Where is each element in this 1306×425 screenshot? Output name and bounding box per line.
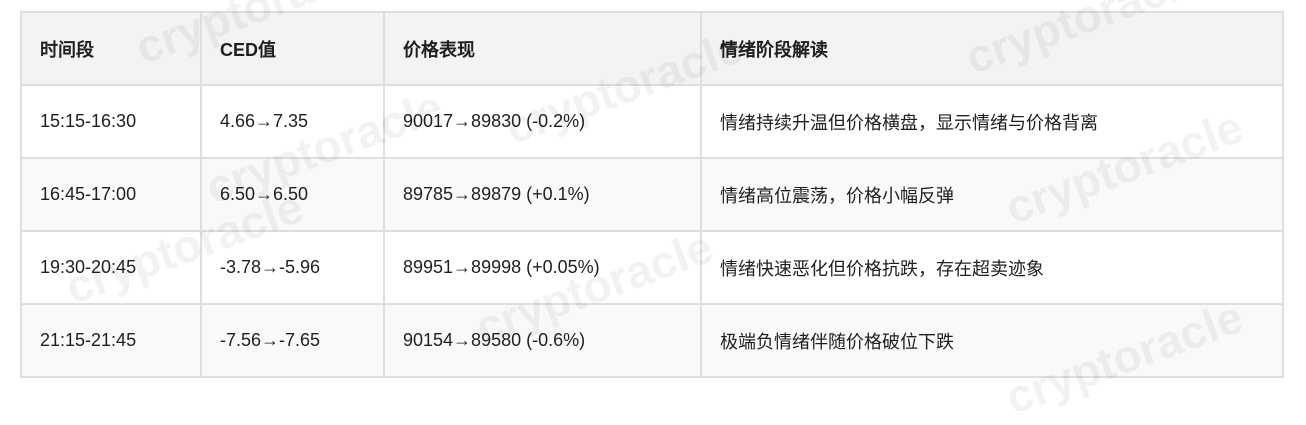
header-ced-value: CED值 — [200, 11, 385, 86]
cell-price-performance: 90154→89580 (-0.6%) — [383, 303, 702, 378]
header-sentiment-interpretation: 情绪阶段解读 — [700, 11, 1284, 86]
table-row: 16:45-17:00 6.50→6.50 89785→89879 (+0.1%… — [20, 157, 1284, 232]
cell-time-period: 15:15-16:30 — [20, 84, 202, 159]
header-time-period: 时间段 — [20, 11, 202, 86]
cell-sentiment-interpretation: 情绪持续升温但价格横盘，显示情绪与价格背离 — [700, 84, 1284, 159]
cell-time-period: 16:45-17:00 — [20, 157, 202, 232]
cell-time-period: 19:30-20:45 — [20, 230, 202, 305]
cell-ced-value: 4.66→7.35 — [200, 84, 385, 159]
cell-price-performance: 90017→89830 (-0.2%) — [383, 84, 702, 159]
table-row: 21:15-21:45 -7.56→-7.65 90154→89580 (-0.… — [20, 303, 1284, 378]
cell-ced-value: 6.50→6.50 — [200, 157, 385, 232]
cell-ced-value: -7.56→-7.65 — [200, 303, 385, 378]
header-row: 时间段 CED值 价格表现 情绪阶段解读 — [20, 11, 1284, 86]
header-price-performance: 价格表现 — [383, 11, 702, 86]
cell-sentiment-interpretation: 情绪快速恶化但价格抗跌，存在超卖迹象 — [700, 230, 1284, 305]
cell-price-performance: 89785→89879 (+0.1%) — [383, 157, 702, 232]
cell-sentiment-interpretation: 情绪高位震荡，价格小幅反弹 — [700, 157, 1284, 232]
table-row: 19:30-20:45 -3.78→-5.96 89951→89998 (+0.… — [20, 230, 1284, 305]
cell-time-period: 21:15-21:45 — [20, 303, 202, 378]
table-row: 15:15-16:30 4.66→7.35 90017→89830 (-0.2%… — [20, 84, 1284, 159]
data-table: 时间段 CED值 价格表现 情绪阶段解读 15:15-16:30 4.66→7.… — [20, 11, 1284, 378]
cell-sentiment-interpretation: 极端负情绪伴随价格破位下跌 — [700, 303, 1284, 378]
cell-price-performance: 89951→89998 (+0.05%) — [383, 230, 702, 305]
cell-ced-value: -3.78→-5.96 — [200, 230, 385, 305]
